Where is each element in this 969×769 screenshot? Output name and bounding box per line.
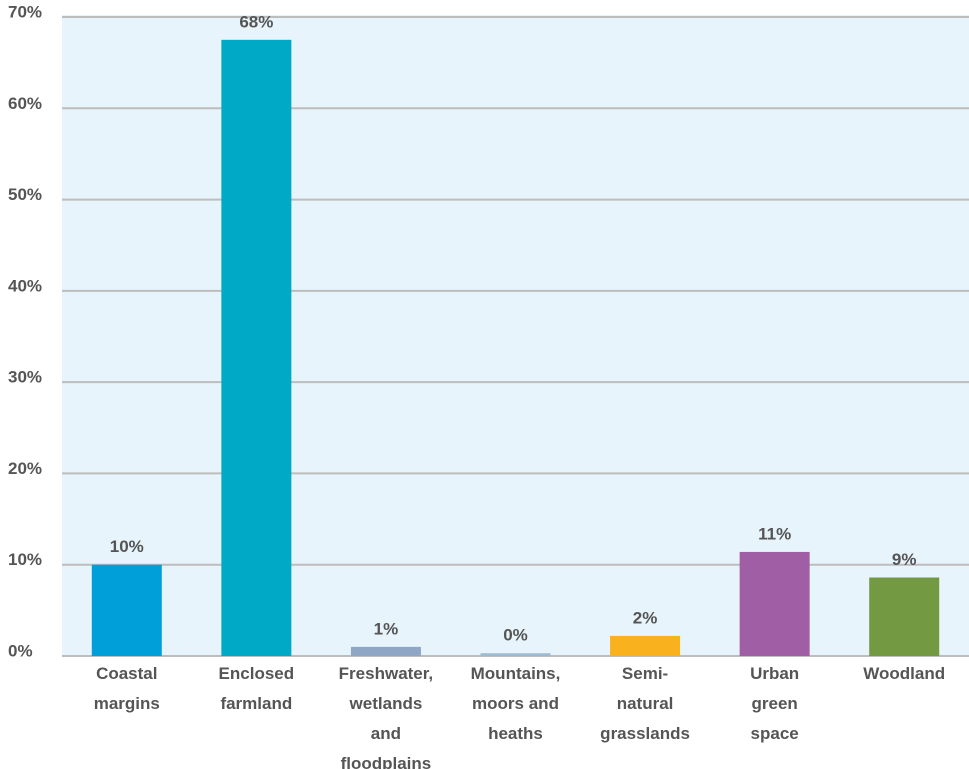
y-tick-label: 30% (8, 368, 42, 387)
plot-area (62, 15, 969, 656)
bar (739, 551, 810, 656)
x-tick-label: Coastal margins (93, 664, 160, 713)
value-label: 68% (239, 12, 273, 31)
y-tick-label: 0% (8, 641, 33, 660)
bar (221, 39, 292, 657)
x-tick-label: Woodland (863, 664, 946, 683)
y-tick-label: 50% (8, 185, 42, 204)
x-tick-label: Semi-natural grasslands (600, 664, 690, 743)
bar (869, 577, 940, 656)
bar (350, 646, 421, 656)
y-tick-label: 10% (8, 550, 42, 569)
value-label: 10% (110, 537, 144, 556)
bar (480, 653, 551, 656)
y-tick-label: 40% (8, 276, 42, 295)
x-tick-label: Enclosed farmland (218, 664, 295, 713)
x-tick-label: Freshwater, wetlands and floodplains (338, 664, 434, 769)
y-tick-label: 60% (8, 94, 42, 113)
value-label: 9% (892, 550, 917, 569)
value-label: 11% (758, 524, 791, 543)
value-label: 2% (633, 608, 658, 627)
y-tick-label: 70% (8, 2, 42, 21)
x-tick-label: Mountains, moors and heaths (470, 664, 561, 743)
bar (610, 635, 681, 656)
value-label: 0% (503, 626, 528, 645)
bar (91, 564, 162, 656)
x-tick-label: Urban green space (750, 664, 800, 743)
value-label: 1% (374, 619, 399, 638)
y-tick-label: 20% (8, 459, 42, 478)
